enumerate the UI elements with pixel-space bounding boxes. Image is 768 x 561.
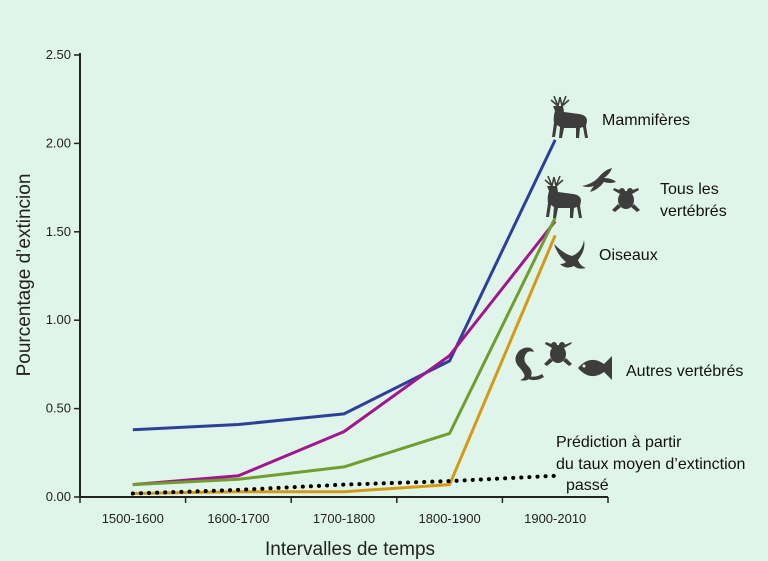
series-line-1 bbox=[132, 139, 557, 432]
series-layer bbox=[130, 139, 558, 496]
label-vertebres-line1: Tous les bbox=[660, 181, 719, 198]
series-line-3 bbox=[132, 217, 557, 487]
x-tick-label: 1700-1800 bbox=[313, 511, 375, 526]
x-tick-label: 1500-1600 bbox=[102, 511, 164, 526]
frog-icon bbox=[544, 342, 572, 366]
label-vertebres-line2: vertébrés bbox=[660, 203, 727, 220]
label-prediction-line2: du taux moyen d’extinction bbox=[556, 456, 745, 473]
y-axis-title: Pourcentage d’extincion bbox=[14, 174, 35, 377]
y-tick-label: 1.50 bbox=[46, 224, 71, 239]
series-line-4 bbox=[132, 234, 557, 495]
y-ticks: 0.00 0.50 1.00 1.50 2.00 2.50 bbox=[46, 47, 80, 504]
bird-icon bbox=[554, 240, 586, 269]
label-prediction-line3: passé bbox=[566, 477, 609, 494]
label-oiseaux: Oiseaux bbox=[599, 247, 658, 264]
bird-icon bbox=[582, 168, 616, 192]
deer-icon bbox=[550, 95, 588, 138]
y-tick-label: 2.00 bbox=[46, 135, 71, 150]
x-axis-title: Intervalles de temps bbox=[265, 539, 435, 560]
series-line-2 bbox=[132, 220, 557, 487]
y-tick-label: 0.00 bbox=[46, 489, 71, 504]
x-ticks: 1500-1600 1600-1700 1700-1800 1800-1900 1900… bbox=[79, 497, 609, 526]
y-tick-label: 2.50 bbox=[46, 47, 71, 62]
deer-icon bbox=[544, 175, 582, 218]
label-mammiferes: Mammifères bbox=[602, 112, 690, 129]
x-tick-label: 1600-1700 bbox=[207, 511, 269, 526]
fish-icon bbox=[578, 356, 612, 380]
frog-icon bbox=[612, 188, 640, 212]
snake-icon bbox=[515, 347, 544, 381]
y-tick-label: 0.50 bbox=[46, 401, 71, 416]
x-tick-label: 1800-1900 bbox=[419, 511, 481, 526]
label-prediction-line1: Prédiction à partir bbox=[556, 434, 682, 451]
series-line-5 bbox=[130, 473, 558, 496]
y-tick-label: 1.00 bbox=[46, 312, 71, 327]
x-tick-label: 1900-2010 bbox=[524, 511, 586, 526]
label-autres: Autres vertébrés bbox=[626, 363, 743, 380]
